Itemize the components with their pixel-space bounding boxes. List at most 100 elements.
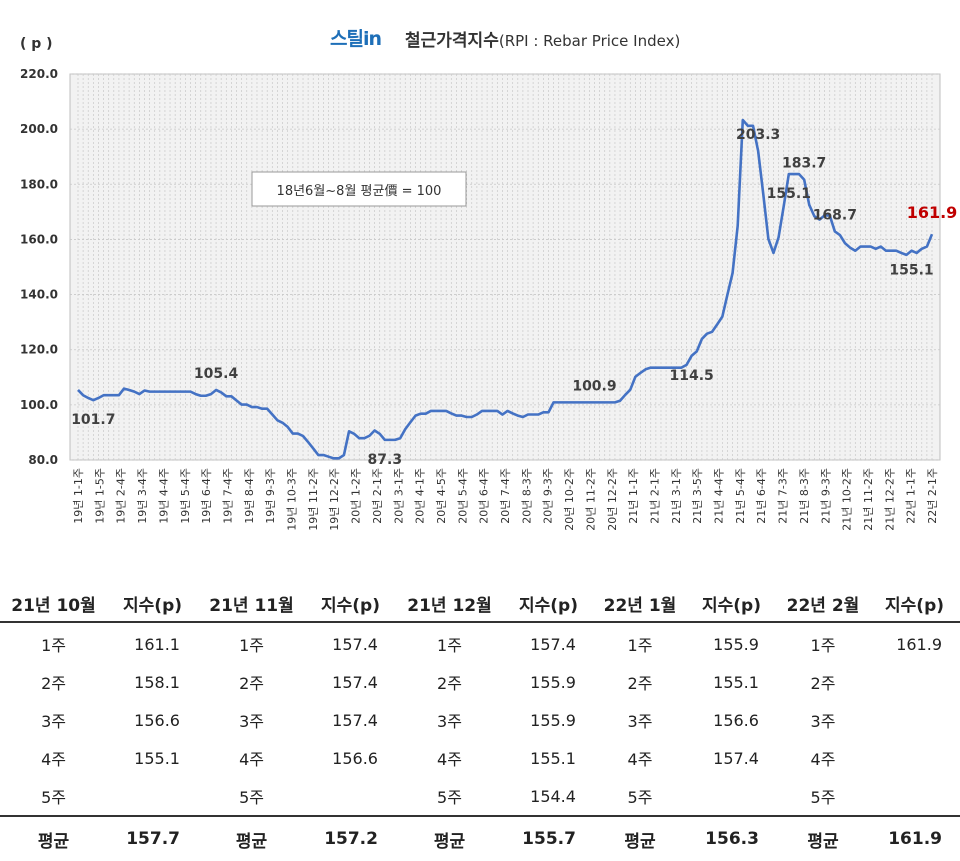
index-value: 157.4	[332, 672, 378, 692]
x-tick-label: 22년 2-1주	[926, 468, 939, 524]
average-label: 평균	[197, 815, 306, 861]
col-header-month: 21년 12월	[395, 585, 504, 623]
average-label: 평균	[593, 815, 687, 861]
data-label: 101.7	[71, 412, 115, 428]
data-label: 155.1	[767, 186, 811, 202]
data-label: 87.3	[368, 452, 403, 468]
week-label: 2주	[41, 674, 66, 693]
average-value: 161.9	[869, 815, 960, 861]
y-axis-unit: ( p )	[20, 36, 53, 52]
col-header-month: 22년 2월	[776, 585, 870, 623]
x-tick-label: 21년 12-2주	[883, 468, 896, 531]
week-label: 2주	[437, 674, 462, 693]
index-value: 155.1	[713, 672, 759, 692]
y-tick-label: 140.0	[20, 288, 58, 302]
index-value: 157.4	[332, 710, 378, 730]
x-tick-label: 22년 1-1주	[905, 468, 918, 524]
index-value: 161.9	[896, 634, 942, 654]
index-value: 157.4	[530, 634, 576, 654]
x-tick-label: 20년 10-2주	[563, 468, 576, 531]
average-value: 156.3	[686, 815, 777, 861]
data-label: 114.5	[670, 368, 714, 384]
x-tick-label: 20년 3-1주	[392, 468, 405, 524]
x-tick-label: 20년 9-3주	[542, 468, 555, 524]
x-tick-label: 20년 12-2주	[606, 468, 619, 531]
average-value: 157.7	[107, 815, 198, 861]
chart-title: 철근가격지수(RPI : Rebar Price Index)	[405, 26, 680, 51]
index-value	[107, 777, 198, 816]
y-tick-label: 100.0	[20, 398, 58, 412]
base-note-text: 18년6월~8월 평균價 = 100	[277, 184, 442, 199]
week-label: 4주	[627, 750, 653, 769]
data-label: 203.3	[736, 127, 780, 143]
index-value	[869, 701, 960, 739]
x-tick-label: 21년 6-4주	[755, 468, 768, 524]
week-label: 3주	[810, 712, 836, 731]
col-header-index: 지수(p)	[107, 585, 198, 623]
col-header-index: 지수(p)	[503, 585, 594, 623]
plot-area	[69, 73, 941, 461]
index-value: 155.9	[530, 672, 576, 692]
week-label: 2주	[627, 674, 653, 693]
x-tick-label: 19년 6-4주	[200, 468, 213, 524]
data-label: 100.9	[572, 378, 616, 394]
index-value	[869, 663, 960, 701]
table-header-row: 21년 10월 지수(p) 21년 11월 지수(p) 21년 12월 지수(p…	[0, 585, 960, 623]
x-tick-label: 20년 4-1주	[414, 468, 427, 524]
index-value: 154.4	[530, 786, 576, 806]
rpi-chart: 스틸in 철근가격지수(RPI : Rebar Price Index) ( p…	[20, 26, 958, 531]
data-label: 105.4	[194, 366, 239, 382]
x-tick-label: 20년 1-2주	[350, 468, 363, 524]
y-tick-label: 120.0	[20, 343, 58, 357]
week-label: 1주	[810, 636, 836, 655]
index-value	[869, 777, 960, 816]
week-label: 4주	[239, 750, 264, 769]
average-label: 평균	[776, 815, 870, 861]
table-row: 4주 155.1 4주 156.6 4주 155.1 4주 157.4 4주	[0, 739, 960, 777]
week-label: 5주	[41, 788, 66, 807]
table-body: 1주 161.1 1주 157.4 1주 157.4 1주 155.9 1주 161.9 2주 158…	[0, 622, 960, 861]
x-tick-label: 21년 5-4주	[734, 468, 747, 524]
x-tick-label: 21년 2-1주	[648, 468, 661, 524]
y-tick-label: 160.0	[20, 232, 58, 246]
index-value: 155.1	[134, 748, 180, 768]
x-tick-label: 21년 4-4주	[713, 468, 726, 524]
index-value	[305, 777, 396, 816]
data-label: 161.9	[907, 203, 958, 222]
week-label: 4주	[41, 750, 66, 769]
index-value: 156.6	[332, 748, 378, 768]
data-label: 168.7	[813, 207, 857, 223]
x-tick-label: 21년 3-5주	[691, 468, 704, 524]
x-tick-label: 19년 3-4주	[136, 468, 149, 524]
index-value: 155.9	[713, 634, 759, 654]
col-header-index: 지수(p)	[686, 585, 777, 623]
x-tick-label: 19년 2-4주	[115, 468, 128, 524]
table-average-row: 평균 157.7 평균 157.2 평균 155.7 평균 156.3 평균 161.9	[0, 815, 960, 861]
week-label: 5주	[239, 788, 264, 807]
table-row: 2주 158.1 2주 157.4 2주 155.9 2주 155.1 2주	[0, 663, 960, 701]
average-value: 157.2	[305, 815, 396, 861]
x-tick-label: 19년 5-4주	[179, 468, 192, 524]
x-tick-label: 20년 5-4주	[456, 468, 469, 524]
week-label: 1주	[239, 636, 264, 655]
week-label: 1주	[41, 636, 66, 655]
table-row: 3주 156.6 3주 157.4 3주 155.9 3주 156.6 3주	[0, 701, 960, 739]
x-tick-label: 21년 3-1주	[670, 468, 683, 524]
x-tick-label: 21년 1-1주	[627, 468, 640, 524]
x-tick-label: 19년 10-3주	[286, 468, 299, 531]
week-label: 1주	[627, 636, 653, 655]
average-label: 평균	[395, 815, 504, 861]
x-tick-label: 21년 7-3주	[777, 468, 790, 524]
week-label: 4주	[810, 750, 836, 769]
week-label: 4주	[437, 750, 462, 769]
col-header-month: 21년 11월	[197, 585, 306, 623]
x-tick-label: 20년 6-4주	[478, 468, 491, 524]
col-header-index: 지수(p)	[305, 585, 396, 623]
x-tick-label: 19년 9-3주	[264, 468, 277, 524]
week-label: 3주	[239, 712, 264, 731]
col-header-index: 지수(p)	[869, 585, 960, 623]
index-value: 155.9	[530, 710, 576, 730]
week-label: 2주	[810, 674, 836, 693]
y-tick-label: 220.0	[20, 67, 58, 81]
week-label: 5주	[437, 788, 462, 807]
